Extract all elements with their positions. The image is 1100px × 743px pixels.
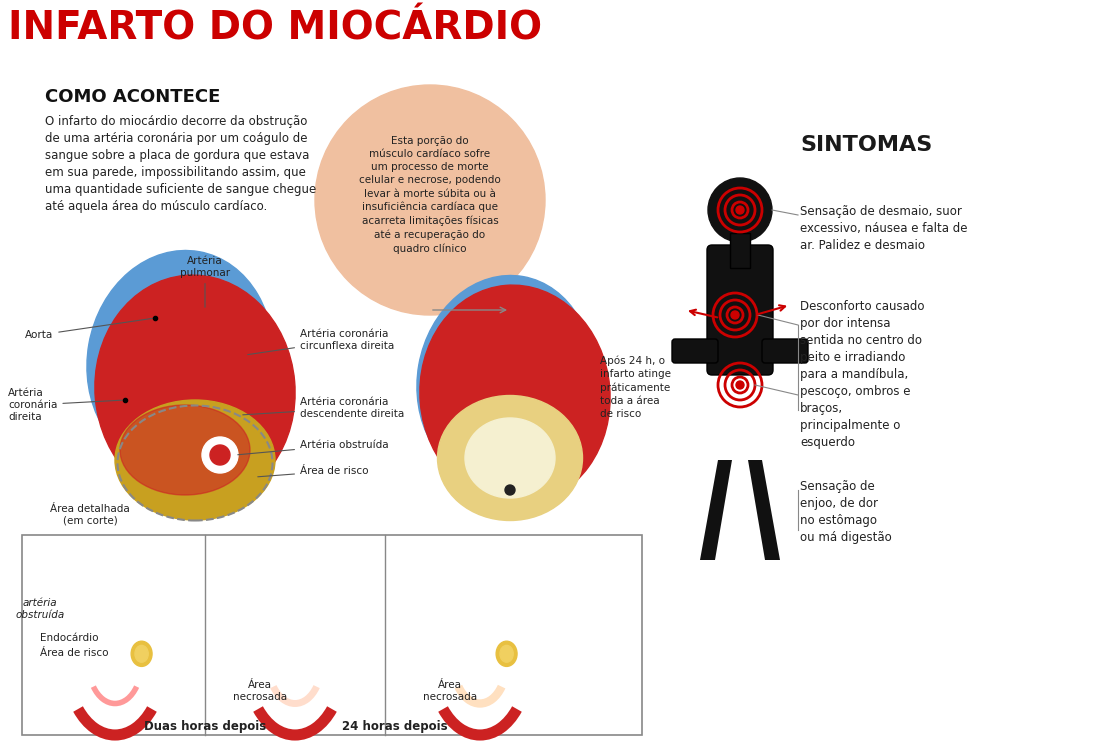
Text: artéria
obstruída: artéria obstruída [15,598,65,620]
Ellipse shape [87,250,273,470]
Text: Aorta: Aorta [25,319,152,340]
Text: Área de risco: Área de risco [40,648,109,658]
Circle shape [315,85,544,315]
Text: Sensação de desmaio, suor
excessivo, náusea e falta de
ar. Palidez e desmaio: Sensação de desmaio, suor excessivo, náu… [800,205,968,252]
Ellipse shape [95,275,295,505]
Text: Desconforto causado
por dor intensa
sentida no centro do
peito e irradiando
para: Desconforto causado por dor intensa sent… [800,300,924,449]
FancyBboxPatch shape [707,245,773,375]
Text: O infarto do miocárdio decorre da obstrução
de uma artéria coronária por um coág: O infarto do miocárdio decorre da obstru… [45,115,317,213]
Text: Artéria coronária
circunflexa direita: Artéria coronária circunflexa direita [248,329,394,354]
Polygon shape [700,460,732,560]
Text: COMO ACONTECE: COMO ACONTECE [45,88,220,106]
Text: Após 24 h, o
infarto atinge
práticamente
toda a área
de risco: Após 24 h, o infarto atinge práticamente… [600,355,671,419]
Ellipse shape [420,285,610,505]
FancyBboxPatch shape [22,535,642,735]
Circle shape [505,485,515,495]
Ellipse shape [499,646,514,662]
Circle shape [736,381,744,389]
Ellipse shape [417,276,593,484]
Text: Artéria
pulmonar: Artéria pulmonar [180,256,230,307]
Text: Artéria coronária
descendente direita: Artéria coronária descendente direita [243,398,405,419]
Text: Área detalhada
(em corte): Área detalhada (em corte) [51,504,130,525]
Text: Área
necrosada: Área necrosada [233,680,287,701]
Circle shape [732,311,739,319]
Text: Duas horas depois: Duas horas depois [144,720,266,733]
Ellipse shape [116,400,275,520]
Circle shape [210,445,230,465]
Polygon shape [748,460,780,560]
Circle shape [708,178,772,242]
Text: Sensação de
enjoo, de dor
no estômago
ou má digestão: Sensação de enjoo, de dor no estômago ou… [800,480,892,544]
Ellipse shape [496,641,517,666]
Text: 24 horas depois: 24 horas depois [342,720,448,733]
Ellipse shape [465,418,556,498]
Text: Esta porção do
músculo cardíaco sofre
um processo de morte
celular e necrose, po: Esta porção do músculo cardíaco sofre um… [359,136,500,254]
Circle shape [736,206,744,214]
Text: Endocárdio: Endocárdio [40,633,99,643]
Ellipse shape [438,395,583,521]
Text: INFARTO DO MIOCÁRDIO: INFARTO DO MIOCÁRDIO [8,10,542,48]
FancyBboxPatch shape [762,339,808,363]
FancyBboxPatch shape [730,233,750,268]
Text: Área de risco: Área de risco [257,466,369,477]
Ellipse shape [135,646,149,662]
Ellipse shape [131,641,152,666]
Text: Artéria obstruída: Artéria obstruída [238,440,388,455]
Text: Artéria
coronária
direita: Artéria coronária direita [8,389,122,421]
Ellipse shape [120,405,250,495]
Text: Área
necrosada: Área necrosada [422,680,477,701]
FancyBboxPatch shape [672,339,718,363]
Text: SINTOMAS: SINTOMAS [800,135,933,155]
Circle shape [202,437,238,473]
